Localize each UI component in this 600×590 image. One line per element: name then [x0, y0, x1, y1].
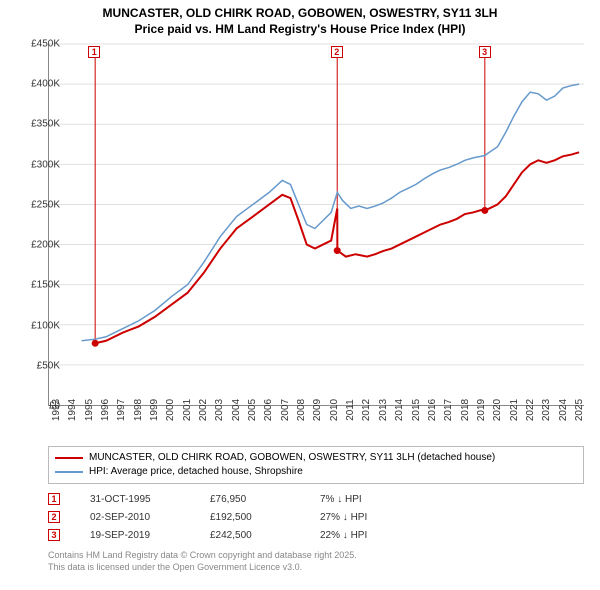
event-pct: 27% ↓ HPI — [320, 512, 410, 523]
event-price: £242,500 — [210, 530, 290, 541]
x-tick-label: 2009 — [312, 399, 323, 421]
legend-label: MUNCASTER, OLD CHIRK ROAD, GOBOWEN, OSWE… — [89, 451, 495, 465]
y-tick-label: £150K — [16, 280, 60, 291]
chart-marker-box: 1 — [88, 46, 100, 58]
x-tick-label: 2007 — [280, 399, 291, 421]
x-tick-label: 2021 — [509, 399, 520, 421]
x-tick-label: 2004 — [231, 399, 242, 421]
event-marker-icon: 1 — [48, 493, 60, 505]
x-tick-label: 1994 — [67, 399, 78, 421]
y-tick-label: £250K — [16, 199, 60, 210]
x-tick-label: 2024 — [558, 399, 569, 421]
events-table: 1 31-OCT-1995 £76,950 7% ↓ HPI 2 02-SEP-… — [48, 490, 410, 544]
x-tick-label: 1997 — [116, 399, 127, 421]
x-tick-label: 2012 — [361, 399, 372, 421]
title-block: MUNCASTER, OLD CHIRK ROAD, GOBOWEN, OSWE… — [0, 0, 600, 39]
legend-label: HPI: Average price, detached house, Shro… — [89, 465, 303, 479]
x-tick-label: 2006 — [263, 399, 274, 421]
event-price: £192,500 — [210, 512, 290, 523]
x-tick-label: 2008 — [296, 399, 307, 421]
legend-row: MUNCASTER, OLD CHIRK ROAD, GOBOWEN, OSWE… — [55, 451, 577, 465]
event-marker-icon: 2 — [48, 511, 60, 523]
plot-svg — [49, 44, 584, 405]
title-line-1: MUNCASTER, OLD CHIRK ROAD, GOBOWEN, OSWE… — [0, 6, 600, 22]
x-tick-label: 2025 — [574, 399, 585, 421]
footer-line: Contains HM Land Registry data © Crown c… — [48, 550, 357, 562]
x-tick-label: 2017 — [443, 399, 454, 421]
y-tick-label: £50K — [16, 360, 60, 371]
x-tick-label: 2023 — [541, 399, 552, 421]
y-tick-label: £350K — [16, 119, 60, 130]
event-row: 2 02-SEP-2010 £192,500 27% ↓ HPI — [48, 508, 410, 526]
chart-marker-box: 2 — [331, 46, 343, 58]
x-tick-label: 2022 — [525, 399, 536, 421]
x-tick-label: 1996 — [100, 399, 111, 421]
x-tick-label: 2000 — [165, 399, 176, 421]
event-date: 19-SEP-2019 — [90, 530, 180, 541]
x-tick-label: 2001 — [182, 399, 193, 421]
y-tick-label: £400K — [16, 79, 60, 90]
legend-row: HPI: Average price, detached house, Shro… — [55, 465, 577, 479]
footer-line: This data is licensed under the Open Gov… — [48, 562, 357, 574]
x-tick-label: 2014 — [394, 399, 405, 421]
legend-swatch — [55, 471, 83, 473]
event-pct: 7% ↓ HPI — [320, 494, 410, 505]
x-tick-label: 2013 — [378, 399, 389, 421]
x-tick-label: 2016 — [427, 399, 438, 421]
x-tick-label: 2010 — [329, 399, 340, 421]
x-tick-label: 1998 — [133, 399, 144, 421]
event-price: £76,950 — [210, 494, 290, 505]
event-date: 02-SEP-2010 — [90, 512, 180, 523]
x-tick-label: 2018 — [460, 399, 471, 421]
x-tick-label: 2020 — [492, 399, 503, 421]
event-row: 1 31-OCT-1995 £76,950 7% ↓ HPI — [48, 490, 410, 508]
x-tick-label: 2003 — [214, 399, 225, 421]
event-pct: 22% ↓ HPI — [320, 530, 410, 541]
y-tick-label: £450K — [16, 39, 60, 50]
y-tick-label: £100K — [16, 320, 60, 331]
x-tick-label: 2011 — [345, 399, 356, 421]
y-tick-label: £300K — [16, 159, 60, 170]
x-tick-label: 2002 — [198, 399, 209, 421]
x-tick-label: 1999 — [149, 399, 160, 421]
x-tick-label: 2015 — [411, 399, 422, 421]
x-tick-label: 1995 — [84, 399, 95, 421]
x-tick-label: 2019 — [476, 399, 487, 421]
legend: MUNCASTER, OLD CHIRK ROAD, GOBOWEN, OSWE… — [48, 446, 584, 484]
x-tick-label: 2005 — [247, 399, 258, 421]
event-row: 3 19-SEP-2019 £242,500 22% ↓ HPI — [48, 526, 410, 544]
footer-attribution: Contains HM Land Registry data © Crown c… — [48, 550, 357, 573]
y-tick-label: £200K — [16, 240, 60, 251]
chart-container: MUNCASTER, OLD CHIRK ROAD, GOBOWEN, OSWE… — [0, 0, 600, 590]
event-marker-icon: 3 — [48, 529, 60, 541]
legend-swatch — [55, 457, 83, 459]
title-line-2: Price paid vs. HM Land Registry's House … — [0, 22, 600, 38]
x-tick-label: 1993 — [51, 399, 62, 421]
chart-marker-box: 3 — [479, 46, 491, 58]
event-date: 31-OCT-1995 — [90, 494, 180, 505]
plot-area — [48, 44, 584, 406]
